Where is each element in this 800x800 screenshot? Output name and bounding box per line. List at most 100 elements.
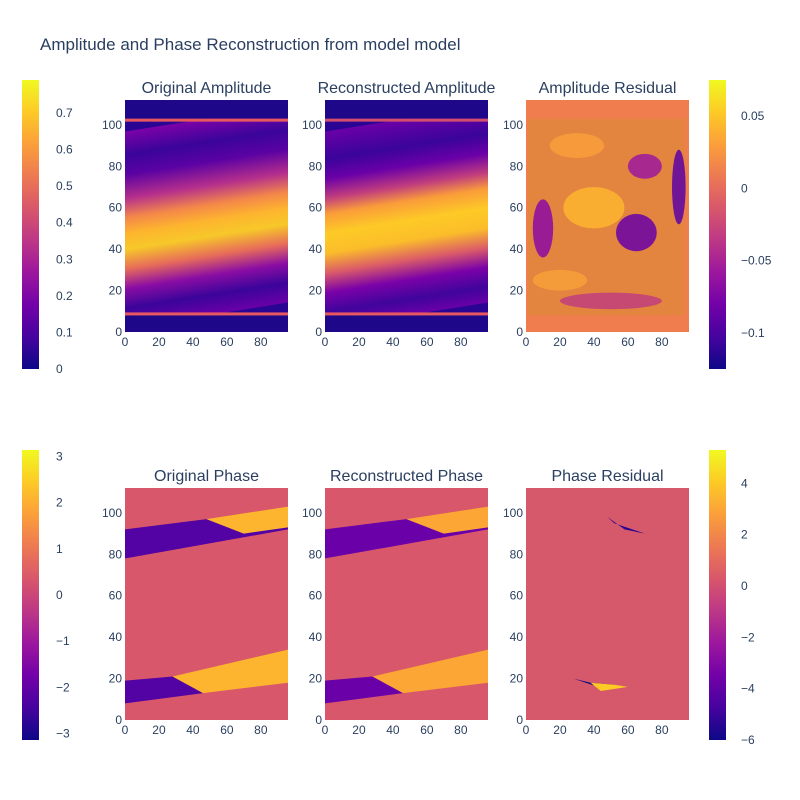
heatmap-image: [526, 488, 689, 720]
x-tick-label: 0: [523, 723, 530, 737]
heatmap-image: [125, 488, 288, 720]
x-tick-label: 80: [254, 723, 268, 737]
panel-reconstructed-amplitude: Reconstructed Amplitude 0 20 40 60 80 100 0 20 40…: [302, 80, 496, 349]
y-tick-label: 20: [510, 284, 524, 298]
y-tick-label: 100: [302, 506, 322, 520]
y-tick-label: 0: [315, 713, 322, 727]
heatmap-image: [125, 100, 288, 332]
colorbar-tick-label: 0.6: [56, 143, 73, 157]
x-tick-label: 20: [553, 335, 567, 349]
colorbar-tick-label: 1: [56, 542, 63, 556]
x-tick-label: 0: [122, 723, 129, 737]
panel-title: Reconstructed Phase: [330, 468, 483, 485]
x-tick-label: 20: [152, 335, 166, 349]
panel-title: Amplitude Residual: [539, 80, 677, 97]
y-tick-label: 20: [109, 672, 123, 686]
x-tick-label: 80: [655, 335, 669, 349]
colorbar-tick-label: −0.1: [741, 326, 765, 340]
colorbar-tick-label: −2: [741, 630, 755, 644]
y-tick-label: 80: [109, 547, 123, 561]
colorbar-tick-label: 2: [741, 528, 748, 542]
heatmap-image: [325, 100, 488, 332]
figure-title: Amplitude and Phase Reconstruction from …: [40, 35, 461, 54]
x-tick-label: 0: [523, 335, 530, 349]
y-tick-label: 20: [309, 284, 323, 298]
colorbar-tick-label: 0: [56, 588, 63, 602]
y-tick-label: 80: [309, 159, 323, 173]
panel-phase-residual: Phase Residual 0 20 40 60 80 100 0 20 40 60 80: [503, 468, 689, 737]
y-tick-label: 40: [309, 630, 323, 644]
y-tick-label: 60: [510, 589, 524, 603]
colorbar-tick-label: 0.2: [56, 289, 73, 303]
colorbar-tick-label: −6: [741, 733, 755, 747]
y-tick-label: 40: [109, 630, 123, 644]
y-tick-label: 80: [109, 159, 123, 173]
y-tick-label: 40: [510, 630, 524, 644]
panel-title: Original Amplitude: [142, 80, 272, 97]
y-tick-label: 80: [510, 547, 524, 561]
y-tick-label: 80: [510, 159, 524, 173]
heatmap-image: [325, 488, 488, 720]
colorbar-phase-residual: 4 2 0 −2 −4 −6: [709, 450, 755, 747]
y-tick-label: 60: [109, 589, 123, 603]
colorbar-tick-label: −3: [56, 727, 70, 741]
y-tick-label: 0: [516, 713, 523, 727]
colorbar-tick-label: 0.3: [56, 252, 73, 266]
heatmap-image: [526, 100, 689, 332]
x-tick-label: 20: [553, 723, 567, 737]
x-tick-label: 20: [152, 723, 166, 737]
colorbar-tick-label: 0.1: [56, 325, 73, 339]
x-tick-label: 80: [454, 723, 468, 737]
colorbar-amplitude: 0 0.1 0.2 0.3 0.4 0.5 0.6 0.7: [22, 80, 73, 376]
y-tick-label: 20: [309, 672, 323, 686]
y-tick-label: 60: [309, 589, 323, 603]
colorbar-tick-label: 0: [741, 579, 748, 593]
colorbar-tick-label: −4: [741, 682, 755, 696]
colorbar-tick-label: −2: [56, 680, 70, 694]
y-tick-label: 0: [115, 325, 122, 339]
colorbar-tick-label: −1: [56, 634, 70, 648]
colorbar-tick-label: −0.05: [741, 254, 772, 268]
x-tick-label: 0: [322, 723, 329, 737]
colorbar-tick-label: 4: [741, 476, 748, 490]
y-tick-label: 40: [109, 242, 123, 256]
y-tick-label: 60: [109, 201, 123, 215]
x-tick-label: 40: [386, 335, 400, 349]
y-tick-label: 0: [516, 325, 523, 339]
panel-title: Phase Residual: [551, 468, 663, 485]
x-tick-label: 60: [621, 723, 635, 737]
x-tick-label: 80: [454, 335, 468, 349]
y-tick-label: 100: [102, 506, 122, 520]
colorbar-tick-label: 0: [56, 362, 63, 376]
colorbar-tick-label: 3: [56, 449, 63, 463]
x-tick-label: 60: [420, 723, 434, 737]
x-tick-label: 40: [587, 723, 601, 737]
colorbar-phase: 3 2 1 0 −1 −2 −3: [22, 449, 70, 741]
x-tick-label: 40: [186, 335, 200, 349]
y-tick-label: 60: [309, 201, 323, 215]
x-tick-label: 60: [220, 335, 234, 349]
colorbar-tick-label: 0.7: [56, 106, 73, 120]
y-tick-label: 20: [510, 672, 524, 686]
x-tick-label: 80: [655, 723, 669, 737]
y-tick-label: 40: [309, 242, 323, 256]
colorbar-amplitude-residual: 0.05 0 −0.05 −0.1: [709, 80, 772, 369]
colorbar-tick-label: 0.4: [56, 216, 73, 230]
x-tick-label: 0: [322, 335, 329, 349]
x-tick-label: 20: [352, 723, 366, 737]
x-tick-label: 60: [621, 335, 635, 349]
x-tick-label: 20: [352, 335, 366, 349]
y-tick-label: 20: [109, 284, 123, 298]
y-tick-label: 0: [115, 713, 122, 727]
y-tick-label: 0: [315, 325, 322, 339]
panel-amplitude-residual: Amplitude Residual 0 20 40 60 80 100 0 20 40 60 80: [503, 80, 689, 349]
y-tick-label: 100: [503, 118, 523, 132]
panel-original-amplitude: Original Amplitude 0 20 40 60 80 100 0 20 40 60 80: [102, 80, 288, 349]
y-tick-label: 100: [302, 118, 322, 132]
x-tick-label: 60: [420, 335, 434, 349]
panel-title: Reconstructed Amplitude: [318, 80, 496, 97]
y-tick-label: 100: [102, 118, 122, 132]
colorbar-tick-label: 0.05: [741, 109, 765, 123]
x-tick-label: 0: [122, 335, 129, 349]
y-tick-label: 60: [510, 201, 524, 215]
